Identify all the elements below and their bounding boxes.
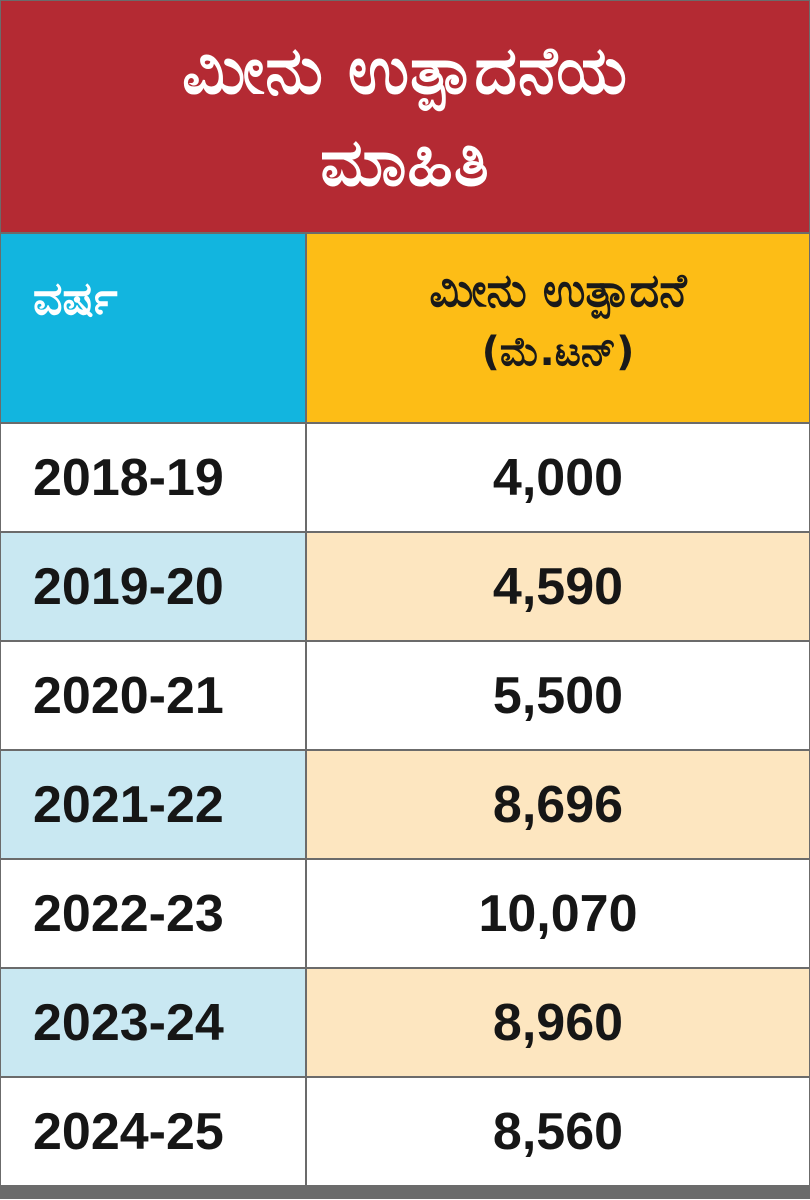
table-cell-production: 10,070 bbox=[307, 860, 809, 967]
table-cell-production: 8,560 bbox=[307, 1078, 809, 1185]
year-header-label: ವರ್ಷ bbox=[33, 271, 118, 325]
table-cell-year: 2020-21 bbox=[1, 642, 305, 749]
table-cell-year: 2024-25 bbox=[1, 1078, 305, 1185]
table-cell-year: 2022-23 bbox=[1, 860, 305, 967]
year-column-header: ವರ್ಷ bbox=[1, 234, 305, 422]
table-cell-year: 2021-22 bbox=[1, 751, 305, 858]
table-cell-production: 8,696 bbox=[307, 751, 809, 858]
table-cell-year: 2018-19 bbox=[1, 424, 305, 531]
table-cell-year: 2023-24 bbox=[1, 969, 305, 1076]
table-cell-production: 4,000 bbox=[307, 424, 809, 531]
production-header-unit: (ಮೆ.ಟನ್) bbox=[481, 329, 635, 375]
title-line-1: ಮೀನು ಉತ್ಪಾದನೆಯ bbox=[182, 31, 628, 109]
table-cell-year: 2019-20 bbox=[1, 533, 305, 640]
table-cell-production: 5,500 bbox=[307, 642, 809, 749]
production-column-header: ಮೀನು ಉತ್ಪಾದನೆ (ಮೆ.ಟನ್) bbox=[307, 234, 809, 422]
production-header-label: ಮೀನು ಉತ್ಪಾದನೆ bbox=[429, 263, 687, 317]
title-line-2: ಮಾಹಿತಿ bbox=[320, 123, 490, 201]
table-cell-production: 4,590 bbox=[307, 533, 809, 640]
title-banner: ಮೀನು ಉತ್ಪಾದನೆಯ ಮಾಹಿತಿ bbox=[1, 1, 809, 232]
table-cell-production: 8,960 bbox=[307, 969, 809, 1076]
